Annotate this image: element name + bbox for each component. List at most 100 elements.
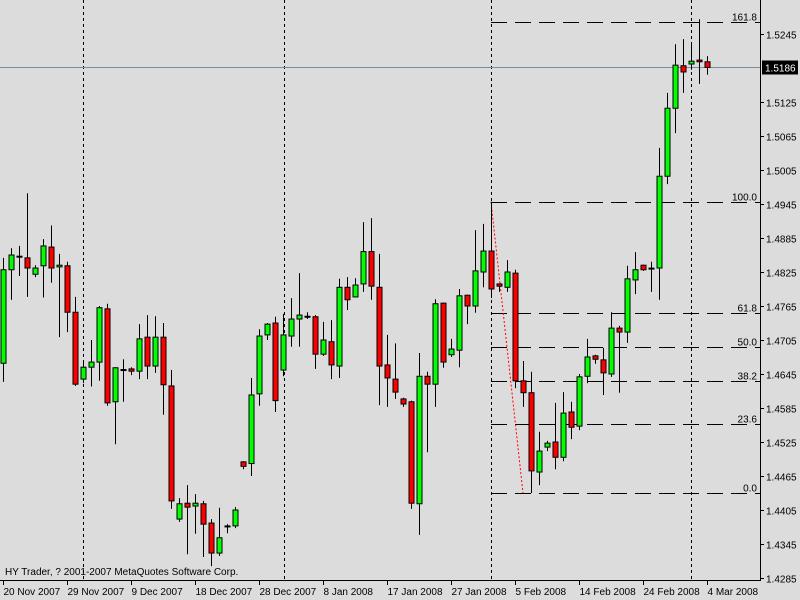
candle-bull	[280, 334, 287, 371]
fibo-level-label: 100.0	[732, 193, 757, 204]
candle-bull	[8, 254, 15, 271]
candle-bull	[0, 269, 7, 364]
time-tick-label: 29 Nov 2007	[68, 587, 125, 598]
candle-bear	[440, 302, 447, 363]
candle-bear	[200, 503, 207, 525]
candle-bear	[208, 522, 215, 554]
time-tick-label: 8 Jan 2008	[324, 587, 374, 598]
fibo-level-label: 0.0	[743, 484, 757, 495]
candle-bull	[352, 284, 359, 298]
price-tick-label: 1.4465	[766, 473, 797, 484]
price-tick-label: 1.4645	[766, 371, 797, 382]
candle-bear	[240, 461, 247, 467]
candle-bear	[384, 364, 391, 379]
time-tick-label: 14 Feb 2008	[580, 587, 637, 598]
candle-bull	[480, 250, 487, 273]
candle-bull	[504, 271, 511, 288]
candle-bull	[688, 60, 695, 65]
time-tick-label: 27 Jan 2008	[452, 587, 507, 598]
candle-bear	[272, 322, 279, 402]
candle-bear	[48, 246, 55, 269]
candle-bear	[696, 59, 703, 63]
candle-bear	[616, 327, 623, 333]
candle-bear	[104, 308, 111, 404]
copyright-label: HY Trader, ? 2001-2007 MetaQuotes Softwa…	[5, 567, 239, 578]
candle-bull	[336, 286, 343, 367]
fibo-level-label: 161.8	[732, 13, 757, 24]
candle-bull	[432, 303, 439, 385]
candle-bear	[392, 378, 399, 393]
candle-bear	[144, 336, 151, 367]
candle-bull	[56, 264, 63, 268]
time-tick-label: 28 Dec 2007	[260, 587, 317, 598]
candle-bear	[24, 257, 31, 269]
candle-bull	[296, 314, 303, 320]
price-tick-label: 1.5065	[766, 133, 797, 144]
candle-bear	[72, 311, 79, 385]
candle-bull	[576, 376, 583, 427]
candle-bear	[184, 502, 191, 508]
candle-bull	[536, 450, 543, 473]
time-tick-label: 18 Dec 2007	[196, 587, 253, 598]
candle-bull	[360, 251, 367, 285]
candle-bull	[96, 307, 103, 363]
candle-bear	[496, 283, 503, 287]
candle-bear	[368, 251, 375, 287]
candle-bull	[448, 348, 455, 356]
candle-bull	[176, 503, 183, 520]
candle-bull	[664, 107, 671, 177]
candle-bull	[248, 394, 255, 465]
fibo-level-label: 50.0	[738, 338, 758, 349]
time-tick-label: 17 Jan 2008	[388, 587, 443, 598]
candle-bear	[168, 385, 175, 502]
price-tick-label: 1.4885	[766, 235, 797, 246]
candle-bear	[160, 336, 167, 386]
price-tick-label: 1.5005	[766, 167, 797, 178]
price-tick-label: 1.4285	[766, 575, 797, 586]
candle-bear	[520, 380, 527, 394]
candle-bear	[680, 65, 687, 73]
candle-bear	[128, 368, 135, 372]
candle-bear	[704, 61, 711, 68]
current-price-label: 1.5186	[765, 64, 796, 75]
candle-bull	[320, 339, 327, 355]
time-tick-label: 4 Mar 2008	[708, 587, 759, 598]
candle-bull	[232, 509, 239, 527]
candle-bull	[264, 323, 271, 336]
candle-bull	[472, 270, 479, 307]
candle-bear	[328, 341, 335, 366]
candle-bull	[192, 502, 199, 507]
fibo-level-label: 61.8	[738, 304, 758, 315]
candle-bear	[552, 441, 559, 458]
price-tick-label: 1.4525	[766, 439, 797, 450]
candle-bull	[608, 327, 615, 375]
fibo-level-label: 23.6	[738, 415, 758, 426]
candle-bear	[600, 359, 607, 374]
fibo-level-label: 38.2	[738, 372, 758, 383]
candle-bear	[512, 272, 519, 382]
price-tick-label: 1.4345	[766, 541, 797, 552]
candle-bull	[256, 335, 263, 395]
candle-bull	[216, 537, 223, 554]
candle-bull	[560, 412, 567, 458]
price-tick-label: 1.4945	[766, 201, 797, 212]
price-tick-label: 1.4765	[766, 303, 797, 314]
candle-bear	[568, 411, 575, 428]
candle-bull	[88, 361, 95, 368]
fibo-trendline	[490, 201, 524, 494]
candle-bear	[344, 286, 351, 301]
candle-bear	[592, 355, 599, 360]
candle-bull	[632, 269, 639, 281]
candle-bull	[152, 336, 159, 367]
candle-bull	[416, 375, 423, 505]
time-tick-label: 20 Nov 2007	[4, 587, 61, 598]
price-tick-label: 1.5245	[766, 31, 797, 42]
candle-bull	[112, 367, 119, 403]
candle-bull	[672, 64, 679, 109]
candle-bull	[456, 295, 463, 351]
candle-bear	[424, 375, 431, 385]
candle-bear	[376, 286, 383, 367]
price-tick-label: 1.5125	[766, 99, 797, 110]
candle-bull	[288, 318, 295, 337]
